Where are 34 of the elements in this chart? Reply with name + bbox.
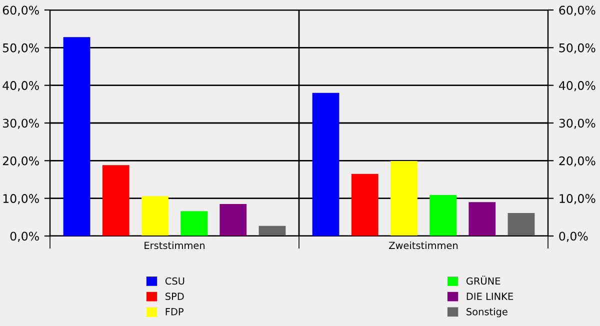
- legend-label: CSU: [165, 277, 184, 285]
- bar: [258, 226, 286, 236]
- bar: [390, 161, 418, 236]
- legend-label: FDP: [166, 308, 184, 316]
- legend-label: SPD: [166, 292, 184, 300]
- bar: [102, 165, 130, 236]
- y2-tick-label: 50,0%: [559, 43, 596, 54]
- bar: [142, 196, 168, 236]
- bar: [351, 174, 378, 236]
- bar: [220, 204, 247, 236]
- legend-label: DIE LINKE: [466, 292, 513, 300]
- y-tick-label: 30,0%: [2, 118, 39, 129]
- bar: [508, 213, 535, 236]
- bar: [312, 92, 340, 236]
- y2-tick-label: 0,0%: [559, 232, 588, 242]
- y2-tick-label: 40,0%: [558, 81, 596, 92]
- bar: [63, 37, 90, 236]
- y-tick-label: 60,0%: [2, 6, 39, 16]
- bar: [430, 194, 456, 236]
- y-tick-label: 50,0%: [2, 43, 39, 54]
- x-tick-label: Erststimmen: [144, 242, 205, 250]
- legend-label: Sonstige: [466, 308, 508, 318]
- y2-tick-label: 20,0%: [559, 156, 596, 167]
- y2-tick-label: 60,0%: [559, 6, 596, 16]
- bar: [180, 211, 208, 236]
- y2-tick-label: 10,0%: [560, 194, 596, 204]
- y-tick-label: 40,0%: [2, 81, 39, 92]
- y-tick-label: 20,0%: [2, 156, 39, 167]
- bar: [468, 202, 496, 236]
- y-tick-label: 10,0%: [3, 194, 39, 204]
- y-tick-label: 0,0%: [10, 232, 39, 242]
- legend-label: GRÜNE: [466, 276, 500, 285]
- x-tick-label: Zweitstimmen: [389, 242, 458, 250]
- y2-tick-label: 30,0%: [559, 118, 596, 129]
